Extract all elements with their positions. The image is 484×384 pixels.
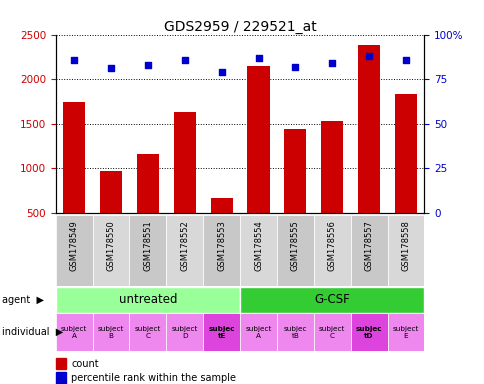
FancyBboxPatch shape <box>313 215 350 286</box>
Point <box>107 65 115 71</box>
Text: GSM178556: GSM178556 <box>327 220 336 271</box>
Text: GSM178557: GSM178557 <box>364 220 373 271</box>
Bar <box>394 94 416 213</box>
Text: GSM178553: GSM178553 <box>217 220 226 271</box>
Text: individual  ▶: individual ▶ <box>2 327 63 337</box>
Bar <box>313 313 350 351</box>
Bar <box>357 45 379 213</box>
Text: subject
E: subject E <box>392 326 418 339</box>
Bar <box>240 313 276 351</box>
FancyBboxPatch shape <box>129 215 166 286</box>
FancyBboxPatch shape <box>276 215 313 286</box>
Bar <box>210 198 232 213</box>
Bar <box>173 112 196 213</box>
FancyBboxPatch shape <box>203 215 240 286</box>
FancyBboxPatch shape <box>387 215 424 286</box>
FancyBboxPatch shape <box>240 215 276 286</box>
FancyBboxPatch shape <box>350 215 387 286</box>
Text: agent  ▶: agent ▶ <box>2 295 45 305</box>
Point <box>70 56 78 63</box>
Text: G-CSF: G-CSF <box>314 293 349 306</box>
Point <box>181 56 188 63</box>
Point <box>144 62 151 68</box>
Text: subject
D: subject D <box>171 326 197 339</box>
Bar <box>63 103 85 213</box>
Text: GSM178550: GSM178550 <box>106 220 115 271</box>
Bar <box>129 313 166 351</box>
Text: GSM178554: GSM178554 <box>254 220 262 271</box>
Text: GSM178555: GSM178555 <box>290 220 299 271</box>
Text: GSM178549: GSM178549 <box>70 220 78 271</box>
Text: GSM178551: GSM178551 <box>143 220 152 271</box>
FancyBboxPatch shape <box>166 215 203 286</box>
Text: subject
B: subject B <box>98 326 124 339</box>
Text: subjec
tD: subjec tD <box>355 326 381 339</box>
Bar <box>276 313 313 351</box>
Bar <box>56 287 240 313</box>
FancyBboxPatch shape <box>56 215 92 286</box>
Text: count: count <box>71 359 99 369</box>
Text: percentile rank within the sample: percentile rank within the sample <box>71 373 236 383</box>
Text: subject
A: subject A <box>61 326 87 339</box>
Bar <box>136 154 159 213</box>
Text: subjec
tB: subjec tB <box>283 326 306 339</box>
Bar <box>166 313 203 351</box>
Text: GSM178552: GSM178552 <box>180 220 189 271</box>
Bar <box>350 313 387 351</box>
Point <box>291 64 299 70</box>
Point <box>217 69 225 75</box>
Bar <box>100 171 122 213</box>
Title: GDS2959 / 229521_at: GDS2959 / 229521_at <box>164 20 316 33</box>
Text: subject
C: subject C <box>135 326 161 339</box>
Point <box>401 56 409 63</box>
Text: untreated: untreated <box>119 293 177 306</box>
Text: subject
C: subject C <box>318 326 345 339</box>
Point <box>254 55 262 61</box>
Bar <box>387 313 424 351</box>
Bar <box>320 121 343 213</box>
Text: GSM178558: GSM178558 <box>401 220 409 271</box>
FancyBboxPatch shape <box>92 215 129 286</box>
Bar <box>56 313 92 351</box>
Bar <box>240 287 424 313</box>
Text: subject
A: subject A <box>245 326 271 339</box>
Bar <box>247 66 269 213</box>
Point <box>328 60 335 66</box>
Text: subjec
tE: subjec tE <box>208 326 234 339</box>
Bar <box>203 313 240 351</box>
Bar <box>92 313 129 351</box>
Bar <box>284 129 306 213</box>
Point <box>364 53 372 59</box>
